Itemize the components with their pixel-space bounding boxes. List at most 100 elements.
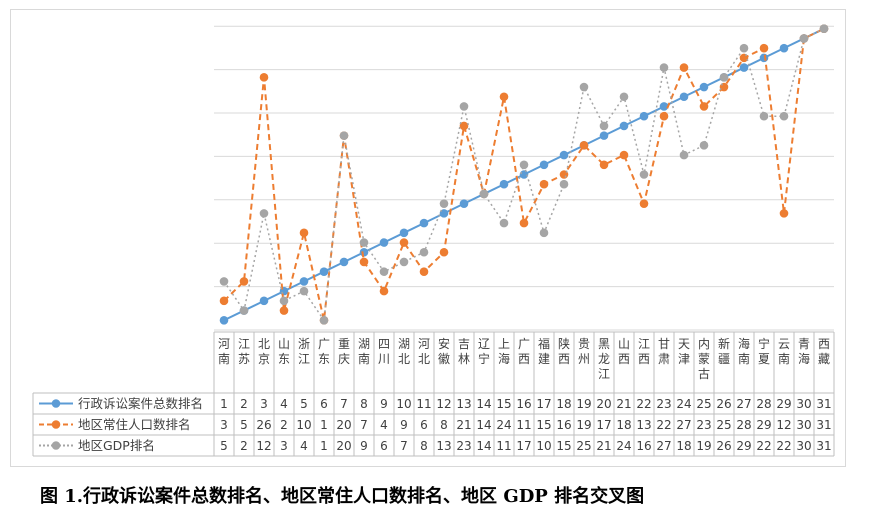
table-value: 28 [736, 418, 751, 432]
data-point [399, 257, 409, 267]
data-point [779, 43, 789, 53]
data-point [239, 306, 249, 315]
category-label: 辽宁 [478, 337, 490, 366]
data-point [359, 247, 369, 257]
data-point [439, 199, 449, 208]
table-value: 18 [556, 397, 571, 411]
table-value: 5 [300, 397, 308, 411]
category-label: 江苏 [238, 337, 250, 366]
data-point [399, 238, 409, 247]
table-value: 15 [496, 397, 511, 411]
table-value: 9 [360, 439, 368, 453]
table-value: 8 [440, 418, 448, 432]
data-point [459, 121, 469, 131]
table-value: 24 [676, 397, 691, 411]
data-point [419, 267, 429, 276]
table-value: 30 [796, 418, 811, 432]
category-label: 湖北 [398, 336, 410, 366]
data-point [739, 63, 749, 72]
table-value: 10 [396, 397, 411, 411]
data-point [539, 179, 549, 189]
table-value: 7 [400, 439, 408, 453]
table-value: 15 [536, 418, 551, 432]
category-label: 广东 [318, 337, 330, 366]
data-point [379, 286, 389, 296]
legend-marker [51, 420, 61, 429]
data-point [759, 53, 769, 63]
table-value: 25 [576, 439, 591, 453]
table-value: 6 [380, 439, 388, 453]
table-value: 31 [816, 439, 831, 453]
table-value: 16 [556, 418, 571, 432]
table-value: 22 [756, 439, 771, 453]
table-value: 13 [636, 418, 651, 432]
data-point [259, 209, 269, 218]
table-value: 19 [696, 439, 711, 453]
data-point [699, 141, 709, 150]
table-value: 3 [220, 418, 228, 432]
table-value: 27 [676, 418, 691, 432]
category-label: 四川 [378, 337, 390, 366]
category-label: 云南 [778, 337, 790, 366]
data-point [779, 209, 789, 218]
table-value: 4 [300, 439, 308, 453]
table-value: 2 [240, 439, 248, 453]
table-value: 9 [400, 418, 408, 432]
table-value: 12 [256, 439, 271, 453]
category-label: 天津 [678, 337, 690, 366]
table-value: 1 [220, 397, 228, 411]
table-value: 11 [516, 418, 531, 432]
legend-label: 地区常住人口数排名 [78, 417, 191, 432]
data-point [419, 218, 429, 228]
table-value: 19 [576, 418, 591, 432]
table-value: 24 [496, 418, 511, 432]
category-label: 青海 [798, 337, 810, 366]
data-point [239, 277, 249, 286]
table-value: 27 [736, 397, 751, 411]
table-value: 25 [716, 418, 731, 432]
data-point [319, 315, 329, 325]
data-point [679, 92, 689, 102]
table-value: 17 [516, 439, 531, 453]
data-point [539, 228, 549, 238]
table-value: 12 [436, 397, 451, 411]
table-value: 16 [516, 397, 531, 411]
data-point [519, 160, 529, 170]
table-value: 31 [816, 418, 831, 432]
table-value: 12 [776, 418, 791, 432]
table-value: 25 [696, 397, 711, 411]
table-value: 7 [340, 397, 348, 411]
category-label: 重庆 [338, 337, 350, 366]
category-label: 河南 [218, 337, 230, 366]
table-value: 8 [360, 397, 368, 411]
data-point [799, 34, 809, 43]
data-point [419, 247, 429, 257]
table-value: 29 [776, 397, 791, 411]
data-point [439, 209, 449, 218]
data-point [619, 92, 629, 102]
data-point [339, 131, 349, 140]
category-label: 广西 [518, 337, 530, 366]
data-point [679, 63, 689, 72]
data-point [499, 218, 509, 228]
category-label: 黑龙江 [598, 337, 610, 381]
table-value: 4 [380, 418, 388, 432]
table-value: 24 [616, 439, 631, 453]
category-label: 吉林 [458, 337, 470, 366]
table-value: 21 [456, 418, 471, 432]
table-value: 27 [656, 439, 671, 453]
category-label: 江西 [638, 337, 650, 366]
category-label: 海南 [738, 336, 750, 366]
chart-svg: 河南江苏北京山东浙江广东重庆湖南四川湖北河北安徽吉林辽宁上海广西福建陕西贵州黑龙… [32, 24, 835, 457]
data-point [679, 150, 689, 160]
table-value: 1 [320, 418, 328, 432]
data-point [279, 306, 289, 315]
table-value: 20 [336, 439, 351, 453]
data-point [299, 228, 309, 238]
table-value: 29 [736, 439, 751, 453]
data-point [759, 111, 769, 121]
category-label: 福建 [538, 336, 550, 366]
category-label: 内蒙古 [698, 337, 710, 381]
table-value: 21 [596, 439, 611, 453]
table-value: 14 [476, 418, 491, 432]
